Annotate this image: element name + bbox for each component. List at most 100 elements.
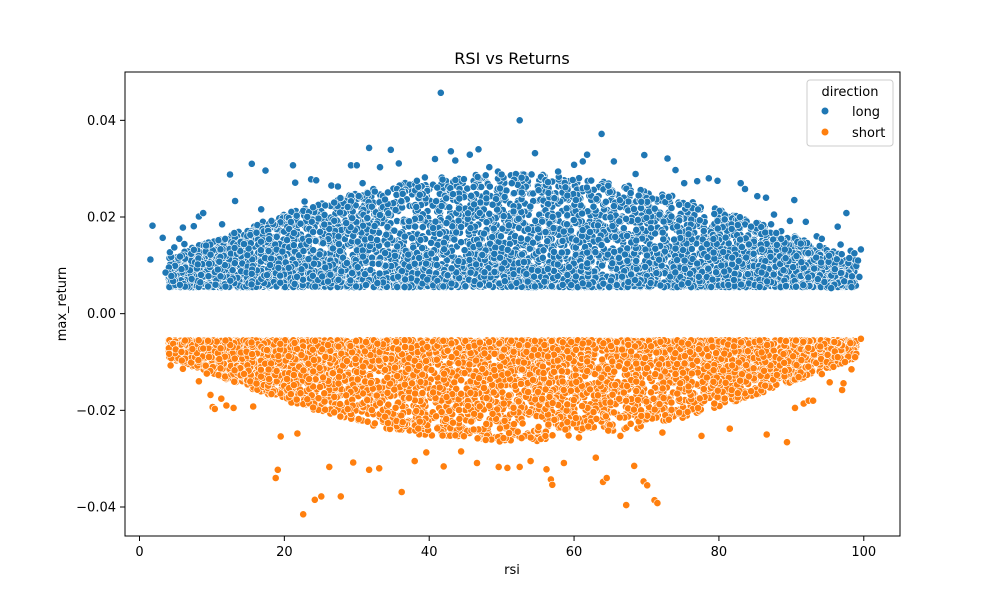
long-point (318, 272, 327, 281)
long-point (216, 245, 225, 254)
long-point (330, 198, 339, 207)
long-point (243, 251, 252, 260)
long-point (553, 260, 562, 269)
long-point (204, 272, 213, 281)
long-point (457, 222, 465, 231)
long-point (422, 259, 430, 268)
long-point (454, 257, 463, 266)
long-point (346, 276, 355, 285)
long-point (400, 232, 409, 241)
long-point (680, 256, 689, 265)
long-point (447, 279, 456, 288)
long-point (230, 259, 239, 268)
long-point (423, 275, 432, 284)
long-point (360, 270, 369, 279)
long-point (602, 197, 610, 206)
long-point (694, 272, 703, 281)
long-point (523, 277, 532, 286)
long-point (664, 192, 673, 201)
long-point (469, 182, 478, 191)
long-point (475, 208, 484, 217)
long-point (276, 271, 285, 280)
long-point (439, 238, 448, 247)
long-point (637, 197, 646, 206)
long-point (540, 277, 549, 286)
long-point (411, 222, 419, 231)
long-point (763, 277, 771, 286)
long-point (214, 236, 223, 245)
long-point (370, 187, 379, 196)
long-point (488, 200, 497, 209)
long-point (747, 222, 755, 231)
long-point (473, 173, 482, 181)
long-point (569, 216, 578, 224)
long-point (583, 248, 592, 257)
long-point (328, 244, 337, 253)
long-point (481, 171, 490, 180)
long-point (550, 194, 559, 203)
long-point (703, 253, 712, 261)
long-point (343, 202, 352, 211)
long-point (497, 264, 506, 273)
long-point (390, 226, 399, 235)
long-point (578, 209, 586, 218)
long-point (353, 237, 362, 246)
long-point (472, 260, 480, 269)
long-point (491, 243, 500, 252)
long-point (475, 240, 483, 249)
long-point (252, 228, 261, 237)
long-point (550, 247, 558, 256)
long-point (598, 261, 606, 270)
long-point (267, 254, 275, 263)
long-point (489, 224, 498, 233)
long-point (488, 233, 497, 241)
long-point (459, 175, 468, 184)
long-point (709, 235, 718, 243)
long-point (594, 221, 602, 230)
long-point (289, 229, 298, 237)
long-point (398, 189, 407, 198)
long-point (383, 222, 392, 231)
long-point (367, 202, 376, 211)
long-point (272, 232, 281, 241)
long-point (405, 217, 413, 226)
long-point (213, 265, 222, 274)
long-point (336, 208, 344, 217)
long-point (517, 173, 526, 182)
long-point (710, 209, 719, 218)
long-point (315, 250, 324, 259)
long-point (658, 228, 667, 237)
long-point (563, 270, 572, 279)
long-point (496, 232, 505, 241)
long-point (530, 272, 538, 281)
long-point (632, 225, 641, 234)
long-point (514, 214, 523, 223)
long-point (267, 216, 276, 225)
long-point (451, 176, 460, 184)
long-point (496, 184, 504, 193)
long-point (615, 217, 624, 226)
long-point (702, 240, 711, 249)
long-point (292, 211, 301, 220)
long-point (647, 224, 655, 233)
long-point (504, 221, 513, 230)
long-point (274, 263, 283, 272)
long-point (736, 235, 744, 244)
long-point (531, 216, 540, 225)
long-point (671, 244, 680, 253)
long-point (470, 200, 478, 209)
long-point (562, 204, 571, 213)
long-point (797, 258, 806, 267)
long-point (522, 270, 531, 278)
long-point (667, 204, 676, 212)
long-point (687, 245, 696, 253)
long-point (397, 197, 406, 206)
long-point (527, 170, 536, 179)
long-point (276, 278, 285, 287)
long-point (461, 282, 470, 291)
long-point (619, 224, 628, 233)
long-point (485, 182, 494, 191)
long-point (719, 248, 728, 256)
long-point (804, 249, 813, 258)
long-point (679, 246, 687, 254)
